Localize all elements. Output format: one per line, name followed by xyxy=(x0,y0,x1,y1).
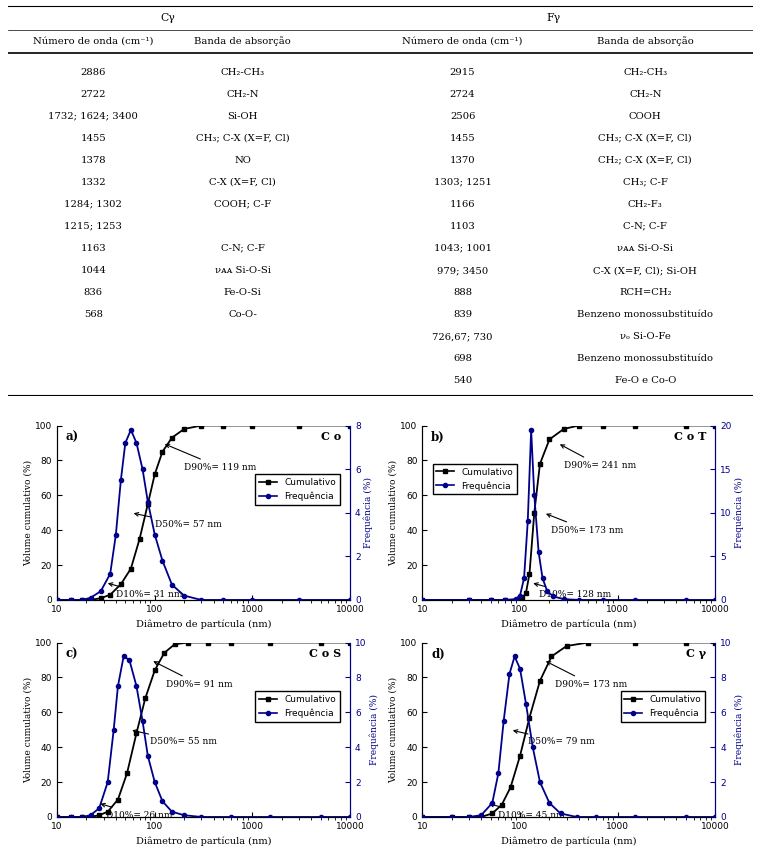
Text: D50%= 79 nm: D50%= 79 nm xyxy=(514,730,594,746)
Text: D90%= 241 nm: D90%= 241 nm xyxy=(561,445,636,470)
Text: CH₃; C-F: CH₃; C-F xyxy=(622,178,667,187)
Text: D90%= 119 nm: D90%= 119 nm xyxy=(166,444,256,471)
Text: 568: 568 xyxy=(84,310,103,319)
Text: 1284; 1302: 1284; 1302 xyxy=(65,200,123,208)
Text: Fe-O e Co-O: Fe-O e Co-O xyxy=(615,376,676,386)
X-axis label: Diâmetro de partícula (nm): Diâmetro de partícula (nm) xyxy=(501,837,637,846)
Text: Fe-O-Si: Fe-O-Si xyxy=(224,288,262,297)
Text: Fγ: Fγ xyxy=(547,13,561,23)
Text: 1163: 1163 xyxy=(81,244,107,253)
Text: Número de onda (cm⁻¹): Número de onda (cm⁻¹) xyxy=(33,37,154,46)
Text: c): c) xyxy=(66,648,78,660)
Text: Cγ: Cγ xyxy=(161,13,175,23)
Text: 540: 540 xyxy=(453,376,472,386)
Text: Si-OH: Si-OH xyxy=(228,111,258,121)
Text: C γ: C γ xyxy=(686,648,706,659)
Text: νᴀᴀ Si-O-Si: νᴀᴀ Si-O-Si xyxy=(617,244,673,253)
Text: D10%= 31 nm: D10%= 31 nm xyxy=(109,583,183,599)
Text: CH₃; C-X (X=F, Cl): CH₃; C-X (X=F, Cl) xyxy=(196,134,289,143)
Text: CH₃; C-X (X=F, Cl): CH₃; C-X (X=F, Cl) xyxy=(598,134,692,143)
Legend: Cumulativo, Frequência: Cumulativo, Frequência xyxy=(256,475,339,505)
Text: d): d) xyxy=(431,648,445,660)
X-axis label: Diâmetro de partícula (nm): Diâmetro de partícula (nm) xyxy=(135,620,272,629)
Text: D10%= 128 nm: D10%= 128 nm xyxy=(534,583,611,599)
Text: C o T: C o T xyxy=(674,431,706,442)
Text: 1455: 1455 xyxy=(81,134,107,143)
Text: D10%= 45 nm: D10%= 45 nm xyxy=(490,803,565,820)
Text: Banda de absorção: Banda de absorção xyxy=(597,37,693,46)
Text: a): a) xyxy=(66,431,79,443)
Text: Número de onda (cm⁻¹): Número de onda (cm⁻¹) xyxy=(403,37,523,46)
Text: CH₂-CH₃: CH₂-CH₃ xyxy=(221,67,265,77)
Text: 2506: 2506 xyxy=(450,111,475,121)
Text: C o S: C o S xyxy=(309,648,341,659)
Y-axis label: Volume cumulativo (%): Volume cumulativo (%) xyxy=(388,460,397,566)
Text: 1043; 1001: 1043; 1001 xyxy=(434,244,492,253)
Text: Co-O-: Co-O- xyxy=(228,310,257,319)
Text: 1370: 1370 xyxy=(450,156,476,165)
Text: CH₂-F₃: CH₂-F₃ xyxy=(628,200,663,208)
Text: 1455: 1455 xyxy=(450,134,476,143)
Text: COOH: COOH xyxy=(629,111,661,121)
Text: C-X (X=F, Cl); Si-OH: C-X (X=F, Cl); Si-OH xyxy=(594,266,697,275)
Text: 2915: 2915 xyxy=(450,67,476,77)
X-axis label: Diâmetro de partícula (nm): Diâmetro de partícula (nm) xyxy=(135,837,272,846)
Text: D50%= 57 nm: D50%= 57 nm xyxy=(135,512,221,529)
Y-axis label: Volume cumulativo (%): Volume cumulativo (%) xyxy=(23,460,32,566)
Text: 1732; 1624; 3400: 1732; 1624; 3400 xyxy=(49,111,139,121)
Text: 979; 3450: 979; 3450 xyxy=(437,266,488,275)
Y-axis label: Volume cumulativo (%): Volume cumulativo (%) xyxy=(23,677,32,783)
Text: 2722: 2722 xyxy=(81,89,106,99)
Text: CH₂; C-X (X=F, Cl): CH₂; C-X (X=F, Cl) xyxy=(598,156,692,165)
Text: CH₂-N: CH₂-N xyxy=(226,89,259,99)
Text: C-N; C-F: C-N; C-F xyxy=(623,222,667,231)
Text: NO: NO xyxy=(234,156,251,165)
Text: D50%= 55 nm: D50%= 55 nm xyxy=(133,729,218,746)
Text: 2886: 2886 xyxy=(81,67,106,77)
Text: 726,67; 730: 726,67; 730 xyxy=(432,332,493,341)
Text: D10%= 26 nm: D10%= 26 nm xyxy=(101,803,173,820)
Text: 1166: 1166 xyxy=(450,200,476,208)
Y-axis label: Volume cumulativo (%): Volume cumulativo (%) xyxy=(388,677,397,783)
Text: νᴀᴀ Si-O-Si: νᴀᴀ Si-O-Si xyxy=(215,266,270,275)
Y-axis label: Frequência (%): Frequência (%) xyxy=(734,477,744,548)
Text: Banda de absorção: Banda de absorção xyxy=(194,37,291,46)
Text: CH₂-CH₃: CH₂-CH₃ xyxy=(623,67,667,77)
Legend: Cumulativo, Frequência: Cumulativo, Frequência xyxy=(256,692,339,722)
Legend: Cumulativo, Frequência: Cumulativo, Frequência xyxy=(621,692,705,722)
Y-axis label: Frequência (%): Frequência (%) xyxy=(364,477,373,548)
Text: 2724: 2724 xyxy=(450,89,476,99)
Text: 836: 836 xyxy=(84,288,103,297)
Text: 839: 839 xyxy=(453,310,472,319)
Text: 1215; 1253: 1215; 1253 xyxy=(65,222,123,231)
Text: νₒ Si-O-Fe: νₒ Si-O-Fe xyxy=(619,332,670,341)
Text: CH₂-N: CH₂-N xyxy=(629,89,661,99)
Text: b): b) xyxy=(431,431,445,443)
X-axis label: Diâmetro de partícula (nm): Diâmetro de partícula (nm) xyxy=(501,620,637,629)
Text: COOH; C-F: COOH; C-F xyxy=(214,200,271,208)
Text: 698: 698 xyxy=(453,354,472,363)
Text: 1332: 1332 xyxy=(81,178,107,187)
Text: 888: 888 xyxy=(453,288,472,297)
Text: C-X (X=F, Cl): C-X (X=F, Cl) xyxy=(209,178,276,187)
Text: 1103: 1103 xyxy=(450,222,476,231)
Text: D90%= 173 nm: D90%= 173 nm xyxy=(547,662,628,688)
Y-axis label: Frequência (%): Frequência (%) xyxy=(734,694,744,765)
Text: C-N; C-F: C-N; C-F xyxy=(221,244,265,253)
Text: 1303; 1251: 1303; 1251 xyxy=(434,178,492,187)
Y-axis label: Frequência (%): Frequência (%) xyxy=(369,694,379,765)
Text: D50%= 173 nm: D50%= 173 nm xyxy=(547,514,624,534)
Text: C o: C o xyxy=(321,431,341,442)
Legend: Cumulativo, Frequência: Cumulativo, Frequência xyxy=(433,464,517,494)
Text: 1044: 1044 xyxy=(81,266,107,275)
Text: RCH=CH₂: RCH=CH₂ xyxy=(619,288,671,297)
Text: Benzeno monossubstituído: Benzeno monossubstituído xyxy=(578,310,713,319)
Text: Benzeno monossubstituído: Benzeno monossubstituído xyxy=(578,354,713,363)
Text: D90%= 91 nm: D90%= 91 nm xyxy=(154,662,233,688)
Text: 1378: 1378 xyxy=(81,156,107,165)
